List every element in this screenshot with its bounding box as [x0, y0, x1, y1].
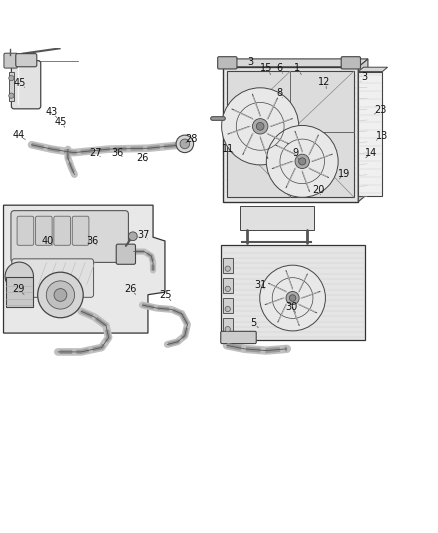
FancyBboxPatch shape	[17, 216, 34, 245]
Circle shape	[260, 265, 325, 331]
Bar	[9, 72, 14, 101]
Text: 9: 9	[293, 149, 299, 158]
FancyBboxPatch shape	[35, 216, 52, 245]
Text: 43: 43	[46, 107, 58, 117]
Polygon shape	[223, 59, 368, 67]
FancyBboxPatch shape	[72, 216, 89, 245]
Text: 3: 3	[247, 56, 254, 67]
FancyBboxPatch shape	[11, 61, 41, 109]
Circle shape	[256, 123, 264, 130]
Text: 1: 1	[294, 63, 300, 73]
Circle shape	[222, 88, 299, 165]
Text: 40: 40	[41, 236, 53, 246]
Circle shape	[38, 272, 83, 318]
Polygon shape	[358, 67, 388, 71]
Text: 15: 15	[260, 63, 272, 73]
Text: 13: 13	[376, 131, 388, 141]
Circle shape	[286, 292, 299, 304]
Circle shape	[225, 286, 230, 292]
Bar	[223, 298, 233, 313]
Text: 14: 14	[365, 148, 378, 158]
Circle shape	[180, 139, 190, 149]
Bar	[223, 318, 233, 334]
Polygon shape	[4, 205, 165, 333]
Text: 36: 36	[111, 149, 124, 158]
Text: 5: 5	[250, 318, 256, 328]
Text: 37: 37	[138, 230, 150, 240]
FancyBboxPatch shape	[12, 259, 94, 297]
Polygon shape	[227, 71, 354, 197]
Text: 30: 30	[285, 302, 297, 312]
Text: 6: 6	[276, 63, 283, 73]
Circle shape	[289, 295, 296, 301]
Text: 26: 26	[124, 284, 137, 294]
Circle shape	[299, 158, 306, 165]
Polygon shape	[358, 59, 368, 201]
Text: 26: 26	[136, 153, 148, 163]
Circle shape	[5, 262, 33, 290]
Circle shape	[128, 232, 137, 240]
Circle shape	[225, 306, 230, 312]
Text: 8: 8	[276, 88, 283, 99]
Text: 31: 31	[254, 280, 267, 290]
Text: 3: 3	[361, 72, 367, 82]
Circle shape	[9, 93, 14, 98]
Circle shape	[54, 288, 67, 301]
FancyBboxPatch shape	[4, 53, 18, 68]
Bar	[221, 245, 365, 340]
Bar	[223, 67, 358, 201]
FancyBboxPatch shape	[221, 332, 256, 344]
Circle shape	[176, 135, 194, 152]
Circle shape	[225, 266, 230, 271]
Circle shape	[225, 327, 230, 332]
FancyBboxPatch shape	[116, 244, 135, 264]
Bar	[6, 277, 33, 307]
FancyBboxPatch shape	[218, 56, 237, 69]
Text: 25: 25	[159, 290, 172, 300]
Circle shape	[252, 119, 268, 134]
Text: 28: 28	[186, 134, 198, 143]
Text: 20: 20	[313, 185, 325, 195]
Circle shape	[266, 125, 338, 197]
Bar	[358, 71, 382, 197]
FancyBboxPatch shape	[54, 216, 71, 245]
FancyBboxPatch shape	[16, 54, 37, 67]
Text: 23: 23	[374, 104, 386, 115]
Text: 11: 11	[222, 144, 234, 154]
Text: 36: 36	[86, 236, 98, 246]
Circle shape	[295, 154, 309, 168]
Circle shape	[46, 281, 74, 309]
Text: 27: 27	[89, 149, 102, 158]
Text: 45: 45	[54, 117, 67, 127]
Text: 29: 29	[12, 284, 25, 294]
Text: 45: 45	[14, 78, 26, 88]
Text: 44: 44	[12, 130, 25, 140]
Bar	[223, 258, 233, 273]
Circle shape	[9, 76, 14, 81]
Text: 19: 19	[338, 168, 350, 179]
Text: 12: 12	[318, 77, 330, 87]
Bar	[223, 278, 233, 293]
FancyBboxPatch shape	[11, 211, 128, 262]
Bar	[240, 206, 314, 230]
FancyBboxPatch shape	[341, 56, 360, 69]
